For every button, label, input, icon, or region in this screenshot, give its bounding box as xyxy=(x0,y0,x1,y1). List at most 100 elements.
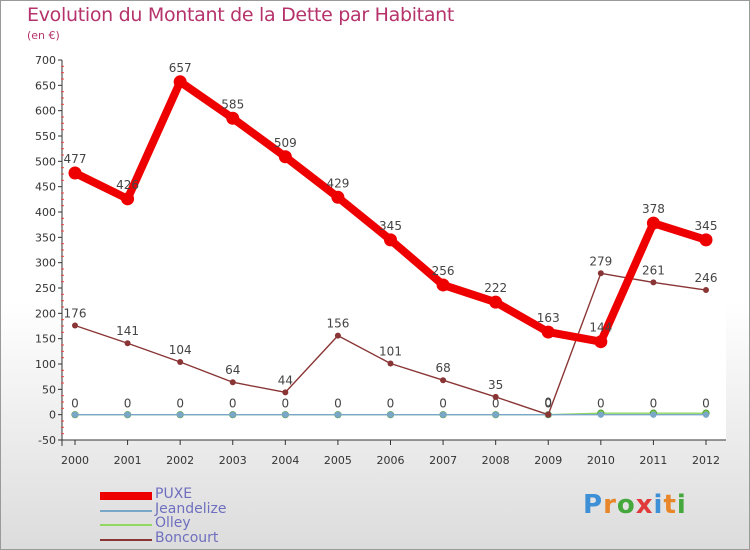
x-tick-label: 2003 xyxy=(219,454,247,467)
data-label-puxe: 657 xyxy=(169,61,192,75)
y-tick-label: 500 xyxy=(35,155,56,168)
data-point-puxe xyxy=(173,75,187,89)
data-label-jeandelize: 0 xyxy=(439,397,447,411)
data-label-puxe: 429 xyxy=(326,176,349,190)
data-label-jeandelize: 0 xyxy=(71,397,79,411)
y-tick-label: 700 xyxy=(35,54,56,67)
y-tick-label: 300 xyxy=(35,257,56,270)
data-label-jeandelize: 0 xyxy=(387,397,395,411)
legend-swatch xyxy=(100,524,152,526)
data-point-puxe xyxy=(541,325,555,339)
x-tick-label: 2000 xyxy=(61,454,89,467)
data-label-boncourt: 44 xyxy=(278,373,293,387)
data-label-puxe: 345 xyxy=(695,219,718,233)
data-point-puxe xyxy=(331,190,345,204)
data-label-boncourt: 156 xyxy=(326,317,349,331)
y-tick-label: 450 xyxy=(35,181,56,194)
data-label-puxe: 163 xyxy=(537,311,560,325)
data-label-boncourt: 246 xyxy=(695,271,718,285)
y-tick-label: 250 xyxy=(35,282,56,295)
data-point-boncourt xyxy=(282,389,289,396)
data-label-boncourt: 279 xyxy=(589,254,612,268)
legend-label: Olley xyxy=(155,515,191,531)
data-point-puxe xyxy=(384,233,397,247)
data-point-boncourt xyxy=(72,322,78,329)
data-point-jeandelize xyxy=(439,411,447,418)
data-point-jeandelize xyxy=(387,411,394,418)
data-point-jeandelize xyxy=(124,411,131,418)
data-label-boncourt: 176 xyxy=(64,306,87,320)
data-label-boncourt: 141 xyxy=(116,324,139,338)
data-point-boncourt xyxy=(545,411,552,418)
data-label-boncourt: 35 xyxy=(488,378,503,392)
chart-unit-label: (en €) xyxy=(27,29,60,42)
data-point-boncourt xyxy=(387,360,394,367)
x-tick-label: 2001 xyxy=(114,454,142,467)
data-point-boncourt xyxy=(177,358,184,365)
x-tick-label: 2002 xyxy=(166,454,194,467)
proxiti-logo: Proxiti xyxy=(583,490,687,520)
data-point-jeandelize xyxy=(71,411,79,418)
x-tick-label: 2012 xyxy=(692,454,720,467)
data-label-jeandelize: 0 xyxy=(702,397,710,411)
data-label-jeandelize: 0 xyxy=(492,397,500,411)
data-label-boncourt: 64 xyxy=(225,363,240,377)
y-tick-label: 600 xyxy=(35,105,56,118)
x-tick-label: 2010 xyxy=(587,454,615,467)
y-tick-label: 650 xyxy=(35,79,56,92)
y-tick-label: 400 xyxy=(35,206,56,219)
data-label-puxe: 256 xyxy=(432,264,455,278)
chart-title: Evolution du Montant de la Dette par Hab… xyxy=(27,4,455,26)
legend-label: Boncourt xyxy=(155,529,219,546)
data-label-boncourt: 68 xyxy=(435,361,450,375)
x-tick-label: 2008 xyxy=(482,454,510,467)
data-label-jeandelize: 0 xyxy=(597,397,605,411)
data-label-puxe: 509 xyxy=(274,136,297,150)
data-point-jeandelize xyxy=(282,411,289,418)
data-point-jeandelize xyxy=(229,411,236,418)
y-tick-label: 50 xyxy=(42,383,56,396)
data-point-boncourt xyxy=(229,379,236,386)
data-point-boncourt xyxy=(492,393,499,400)
data-point-puxe xyxy=(226,111,240,125)
data-label-boncourt: 0 xyxy=(544,396,552,410)
legend-swatch xyxy=(100,509,152,512)
data-label-puxe: 426 xyxy=(116,178,139,192)
data-label-puxe: 378 xyxy=(642,202,665,216)
y-tick-label: 0 xyxy=(49,409,56,422)
y-tick-label: 100 xyxy=(35,358,56,371)
data-point-boncourt xyxy=(440,377,447,384)
data-point-puxe xyxy=(594,335,608,349)
data-point-boncourt xyxy=(650,279,657,286)
x-tick-label: 2006 xyxy=(377,454,405,467)
data-label-puxe: 144 xyxy=(589,321,612,335)
data-point-puxe xyxy=(699,233,713,247)
x-tick-label: 2011 xyxy=(639,454,667,467)
data-label-jeandelize: 0 xyxy=(282,397,290,411)
data-point-puxe xyxy=(121,192,135,206)
data-point-boncourt xyxy=(703,287,709,294)
data-label-puxe: 477 xyxy=(64,152,87,166)
legend-label: Jeandelize xyxy=(155,500,227,517)
legend-label: PUXE xyxy=(155,486,193,502)
data-point-puxe xyxy=(68,166,82,180)
data-point-jeandelize xyxy=(702,411,710,418)
data-point-puxe xyxy=(646,216,660,230)
data-label-jeandelize: 0 xyxy=(176,397,184,411)
data-label-boncourt: 261 xyxy=(642,263,665,277)
data-point-boncourt xyxy=(334,332,341,339)
data-label-jeandelize: 0 xyxy=(124,397,132,411)
data-point-puxe xyxy=(436,278,450,292)
data-point-jeandelize xyxy=(597,411,605,418)
legend-swatch xyxy=(100,492,152,500)
data-point-puxe xyxy=(278,150,292,164)
data-point-jeandelize xyxy=(492,411,499,418)
y-tick-label: 350 xyxy=(35,231,56,244)
data-label-puxe: 585 xyxy=(221,97,244,111)
data-point-jeandelize xyxy=(650,411,657,418)
data-label-boncourt: 101 xyxy=(379,344,402,358)
data-label-jeandelize: 0 xyxy=(334,397,342,411)
y-tick-label: 550 xyxy=(35,130,56,143)
data-label-puxe: 222 xyxy=(484,281,507,295)
